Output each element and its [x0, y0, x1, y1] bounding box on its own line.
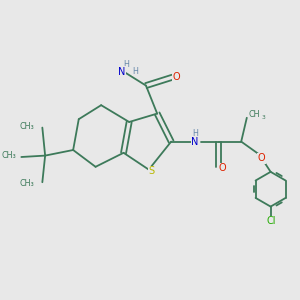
- Text: N: N: [191, 137, 199, 147]
- Text: CH: CH: [249, 110, 260, 119]
- Text: O: O: [172, 72, 180, 82]
- Text: H: H: [132, 67, 138, 76]
- Text: Cl: Cl: [267, 216, 276, 226]
- Text: O: O: [218, 163, 226, 173]
- Text: CH₃: CH₃: [1, 151, 16, 160]
- Text: H: H: [192, 129, 198, 138]
- Text: O: O: [258, 153, 266, 164]
- Text: H: H: [123, 60, 129, 69]
- Text: CH₃: CH₃: [20, 122, 34, 131]
- Text: 3: 3: [261, 115, 265, 120]
- Text: N: N: [118, 67, 126, 76]
- Text: CH₃: CH₃: [20, 179, 34, 188]
- Text: S: S: [148, 166, 154, 176]
